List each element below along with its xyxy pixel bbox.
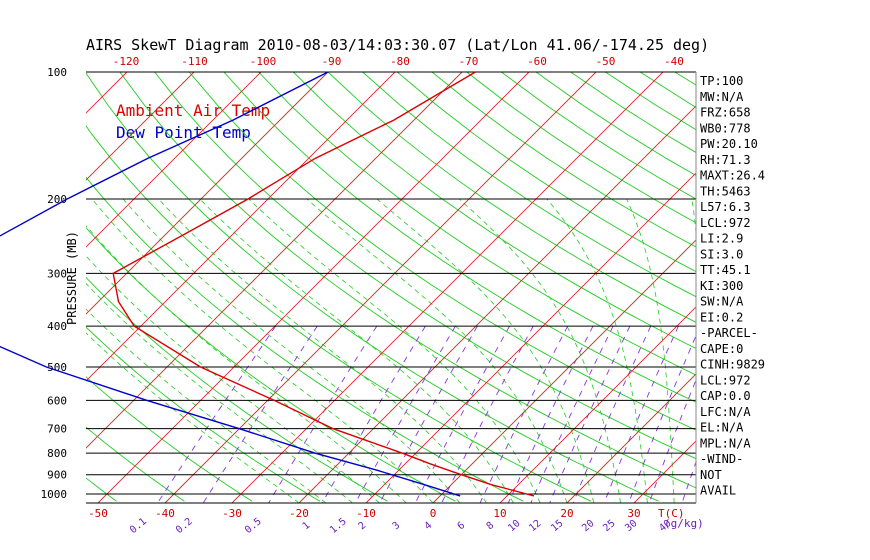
index-label: NOT xyxy=(700,468,722,482)
temp-unit-label: T(C) xyxy=(658,507,685,520)
bottom-temp-tick-label: -20 xyxy=(289,507,309,520)
index-label: EL:N/A xyxy=(700,421,744,435)
mixing-ratio-label: 0.1 xyxy=(128,516,149,536)
index-label: LCL:972 xyxy=(700,373,751,387)
mixing-ratio-label: 1.5 xyxy=(328,516,349,536)
index-label: TP:100 xyxy=(700,74,743,88)
background-grid xyxy=(86,72,696,503)
pressure-tick-label: 300 xyxy=(47,267,67,280)
mixing-ratio-label: 3 xyxy=(391,520,403,532)
mixing-ratio-label: 0.5 xyxy=(243,516,264,536)
index-label: EI:0.2 xyxy=(700,310,743,324)
bottom-temp-tick-label: 20 xyxy=(560,507,573,520)
bottom-temp-tick-label: 10 xyxy=(493,507,506,520)
chart-title: AIRS SkewT Diagram 2010-08-03/14:03:30.0… xyxy=(86,36,710,54)
index-label: LFC:N/A xyxy=(700,405,751,419)
bottom-temp-tick-label: 30 xyxy=(627,507,640,520)
index-label: CAP:0.0 xyxy=(700,389,751,403)
index-label: -WIND- xyxy=(700,452,743,466)
mixing-ratio-label: 25 xyxy=(601,518,617,534)
bottom-temp-tick-label: -40 xyxy=(155,507,175,520)
mixing-ratio-label: 10 xyxy=(506,518,522,534)
mixing-ratio-label: 6 xyxy=(456,520,468,532)
index-label: KI:300 xyxy=(700,279,743,293)
mixing-ratio-unit-label: (g/kg) xyxy=(664,517,704,530)
dew-point-temp-line xyxy=(0,71,461,497)
pressure-tick-label: 400 xyxy=(47,320,67,333)
bottom-temp-tick-label: 0 xyxy=(430,507,437,520)
index-label: WB0:778 xyxy=(700,121,751,135)
pressure-tick-label: 1000 xyxy=(41,488,68,501)
index-label: MAXT:26.4 xyxy=(700,169,765,183)
top-temp-tick-label: -90 xyxy=(322,55,342,68)
bottom-temp-tick-label: -10 xyxy=(356,507,376,520)
ambient-air-temp-line xyxy=(112,71,535,497)
index-label: PW:20.10 xyxy=(700,137,758,151)
mixing-ratio-label: 15 xyxy=(549,518,565,534)
index-label: SI:3.0 xyxy=(700,247,743,261)
index-label: RH:71.3 xyxy=(700,153,751,167)
mixing-ratio-label: 4 xyxy=(423,520,435,532)
index-label: CAPE:0 xyxy=(700,342,743,356)
index-label: LI:2.9 xyxy=(700,232,743,246)
top-temp-tick-label: -60 xyxy=(527,55,547,68)
mixing-ratio-label: 2 xyxy=(357,520,369,532)
pressure-tick-label: 200 xyxy=(47,193,67,206)
index-label: -PARCEL- xyxy=(700,326,758,340)
index-label: LCL:972 xyxy=(700,216,751,230)
index-label: MPL:N/A xyxy=(700,436,751,450)
top-temp-tick-label: -50 xyxy=(596,55,616,68)
mixing-ratio-label: 20 xyxy=(580,518,596,534)
mixing-ratio-label: 12 xyxy=(527,518,543,534)
index-label: CINH:9829 xyxy=(700,358,765,372)
mixing-ratio-label: 30 xyxy=(623,518,639,534)
index-label: MW:N/A xyxy=(700,90,744,104)
top-temp-tick-label: -120 xyxy=(113,55,140,68)
mixing-ratio-label: 0.2 xyxy=(174,516,195,536)
pressure-tick-label: 600 xyxy=(47,394,67,407)
top-temp-tick-label: -40 xyxy=(664,55,684,68)
legend-ambient-air-temp: Ambient Air Temp xyxy=(116,101,271,120)
index-label: SW:N/A xyxy=(700,295,744,309)
bottom-temp-tick-label: -50 xyxy=(88,507,108,520)
index-label: AVAIL xyxy=(700,484,736,498)
index-label: L57:6.3 xyxy=(700,200,751,214)
pressure-tick-label: 800 xyxy=(47,447,67,460)
bottom-temp-tick-label: -30 xyxy=(222,507,242,520)
mixing-ratio-label: 8 xyxy=(485,520,497,532)
mixing-ratio-label: 1 xyxy=(301,520,313,532)
top-temp-tick-label: -110 xyxy=(181,55,208,68)
top-temp-tick-label: -100 xyxy=(250,55,277,68)
index-label: TT:45.1 xyxy=(700,263,751,277)
top-temp-tick-label: -80 xyxy=(390,55,410,68)
pressure-tick-label: 700 xyxy=(47,423,67,436)
pressure-tick-label: 100 xyxy=(47,66,67,79)
pressure-tick-label: 500 xyxy=(47,361,67,374)
top-temp-tick-label: -70 xyxy=(459,55,479,68)
index-label: FRZ:658 xyxy=(700,106,751,120)
index-label: TH:5463 xyxy=(700,184,751,198)
pressure-tick-label: 900 xyxy=(47,469,67,482)
